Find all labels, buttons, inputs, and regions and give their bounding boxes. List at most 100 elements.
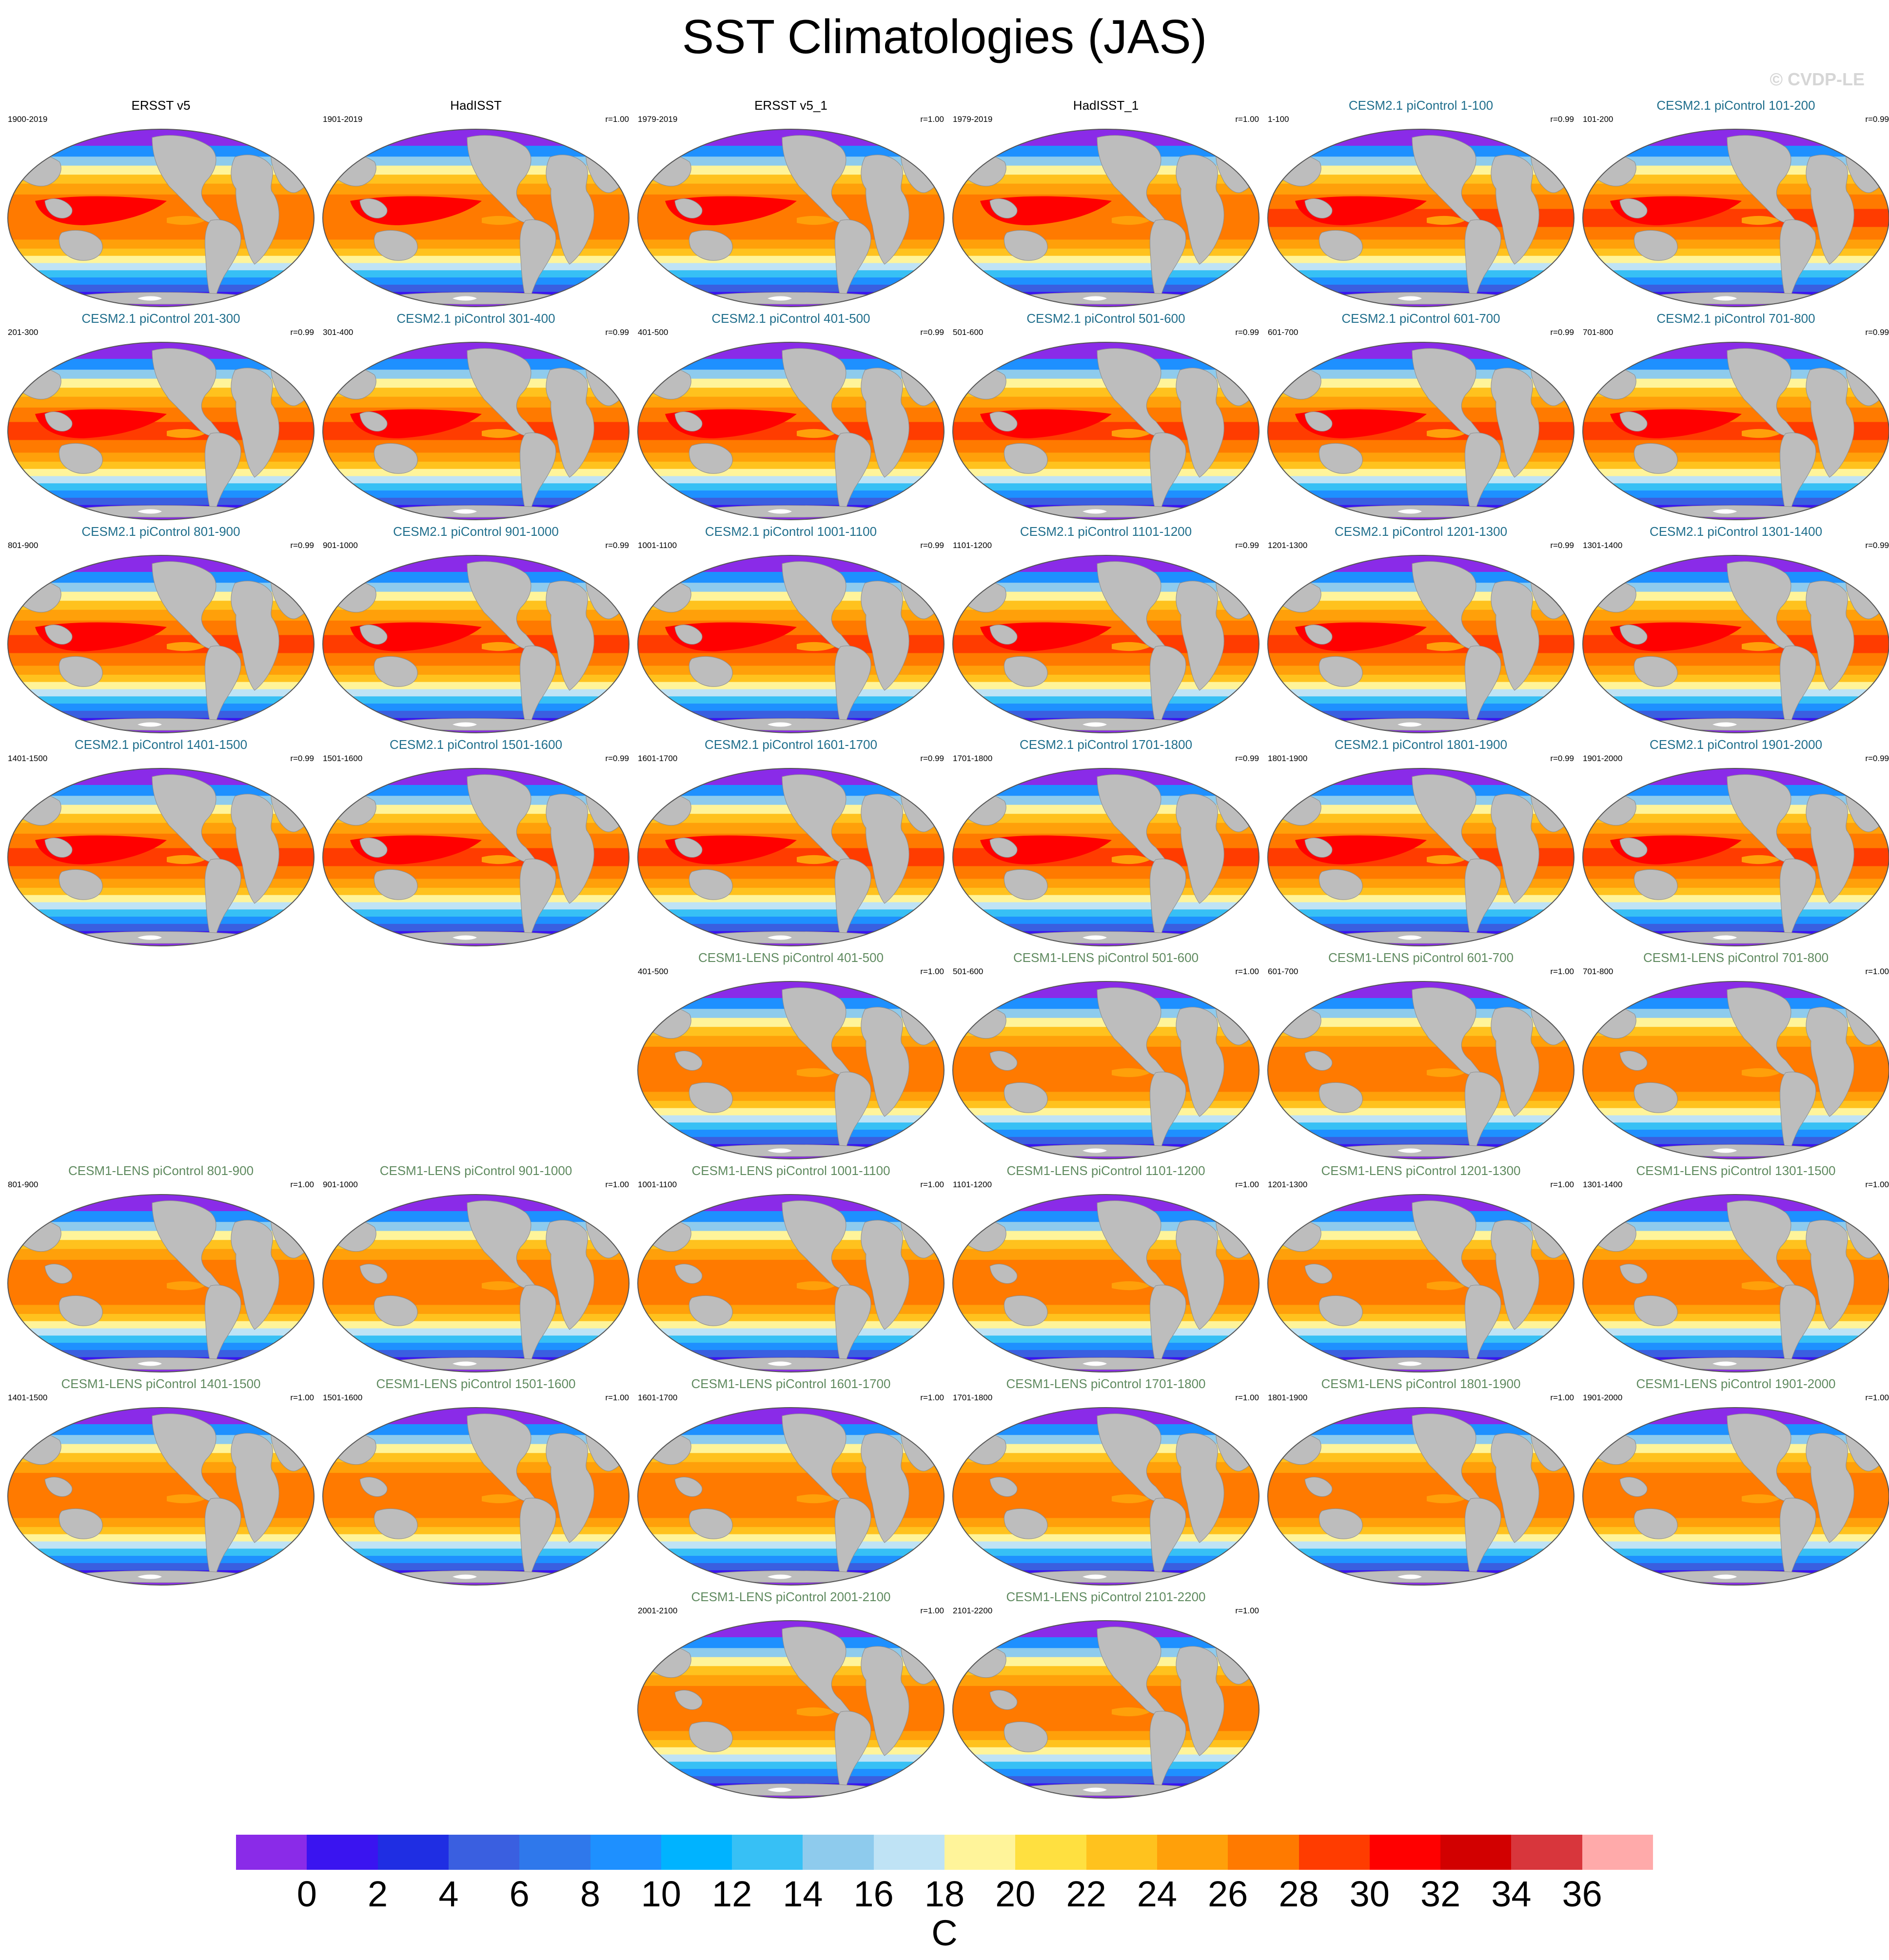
sst-band: [1583, 1122, 1889, 1131]
colorbar-tick-label: 24: [1137, 1874, 1178, 1914]
sst-band: [8, 689, 314, 697]
sst-map: [637, 129, 944, 307]
land-mass: [1304, 198, 1333, 219]
land-mass: [152, 774, 221, 862]
land-mass: [152, 1200, 221, 1289]
sst-band: [1583, 263, 1889, 271]
sst-band: [1268, 1541, 1574, 1549]
colorbar-tick-label: 10: [641, 1874, 681, 1914]
land-mass: [231, 794, 279, 904]
land-mass: [204, 219, 241, 307]
sst-band: [323, 1335, 629, 1344]
sst-band: [8, 1313, 314, 1322]
sst-band: [1583, 1108, 1889, 1116]
map-outline: [637, 981, 944, 1159]
land-mass: [674, 838, 703, 858]
map-panel: CESM2.1 piControl 1401-1500 1401-1500 r=0.…: [6, 737, 316, 949]
panel-years: 1901-2019: [323, 115, 363, 124]
panel-years: 1201-1300: [1268, 1180, 1308, 1189]
missing-data: [453, 935, 477, 940]
sst-band: [323, 248, 629, 256]
missing-data: [1082, 1361, 1107, 1366]
panel-years: 1401-1500: [8, 1393, 48, 1402]
missing-data: [767, 1787, 792, 1792]
land-mass: [989, 838, 1018, 858]
land-mass: [782, 135, 851, 223]
sst-band: [8, 270, 314, 278]
cold-tongue: [482, 642, 521, 651]
land-mass: [1491, 155, 1539, 265]
sst-band: [953, 923, 1259, 932]
sst-band: [1268, 1350, 1574, 1358]
sst-band: [8, 696, 314, 705]
map-panel: CESM2.1 piControl 1701-1800 1701-1800 r=0.…: [951, 737, 1261, 949]
map-panel: CESM2.1 piControl 501-600 501-600 r=0.99: [951, 311, 1261, 523]
panel-title: CESM2.1 piControl 1-100: [1348, 98, 1494, 113]
missing-data: [767, 509, 792, 514]
panel-correlation: r=1.00: [605, 1180, 629, 1189]
land-mass: [467, 348, 536, 436]
cold-tongue: [1112, 429, 1151, 438]
sst-band: [1268, 277, 1574, 285]
missing-data: [1397, 722, 1422, 727]
land-mass: [73, 1357, 251, 1370]
land-mass: [703, 718, 881, 731]
panel-years: 901-1000: [323, 1180, 358, 1189]
land-mass: [1004, 230, 1048, 261]
land-mass: [1779, 859, 1816, 946]
land-mass: [834, 646, 871, 733]
sst-band: [8, 902, 314, 910]
land-mass: [1097, 1413, 1166, 1502]
missing-data: [767, 722, 792, 727]
panel-years: 801-900: [8, 1180, 39, 1189]
sst-band: [8, 284, 314, 293]
sst-band: [1268, 1100, 1574, 1109]
panel-years: 801-900: [8, 541, 39, 550]
land-mass: [1412, 1200, 1481, 1289]
cold-tongue: [797, 1068, 836, 1078]
sst-band: [638, 255, 944, 264]
land-mass: [374, 1295, 418, 1326]
panel-title: CESM1-LENS piControl 501-600: [1013, 950, 1199, 965]
land-mass: [1648, 931, 1826, 944]
sst-band: [1583, 284, 1889, 293]
land-mass: [1097, 774, 1166, 862]
land-mass: [689, 656, 733, 687]
land-mass: [467, 135, 536, 223]
land-mass: [1176, 1220, 1224, 1330]
land-mass: [1018, 1144, 1196, 1157]
land-mass: [1464, 1072, 1501, 1159]
sst-map: [1582, 1407, 1889, 1586]
panel-years: 101-200: [1583, 115, 1614, 124]
land-mass: [1018, 292, 1196, 305]
sst-map: [322, 1407, 630, 1586]
sst-band: [323, 277, 629, 285]
panel-correlation: r=0.99: [1550, 115, 1574, 124]
sst-band: [638, 710, 944, 719]
map-outline: [637, 342, 944, 520]
sst-band: [1268, 248, 1574, 256]
cold-tongue: [797, 429, 836, 438]
land-mass: [204, 432, 241, 520]
map-panel: ERSST v5_1 1979-2019 r=1.00: [636, 98, 946, 310]
sst-band: [1268, 1122, 1574, 1131]
panel-correlation: r=0.99: [1865, 541, 1889, 550]
panel-years: 1901-2000: [1583, 1393, 1623, 1402]
land-mass: [1633, 1082, 1678, 1113]
sst-band: [638, 1130, 944, 1137]
land-mass: [1412, 987, 1481, 1076]
land-mass: [1806, 1433, 1854, 1543]
sst-map: [952, 1194, 1259, 1372]
land-mass: [374, 1508, 418, 1539]
sst-band: [8, 682, 314, 690]
panel-correlation: r=1.00: [605, 115, 629, 124]
map-outline: [952, 981, 1259, 1159]
land-mass: [1004, 1721, 1048, 1752]
land-mass: [1633, 1295, 1678, 1326]
sst-band: [638, 1534, 944, 1542]
colorbar-swatch: [1582, 1835, 1653, 1870]
colorbar-swatch: [449, 1835, 519, 1870]
land-mass: [782, 987, 851, 1076]
sst-band: [323, 689, 629, 697]
map-panel: CESM1-LENS piControl 1001-1100 1001-1100 r…: [636, 1163, 946, 1375]
